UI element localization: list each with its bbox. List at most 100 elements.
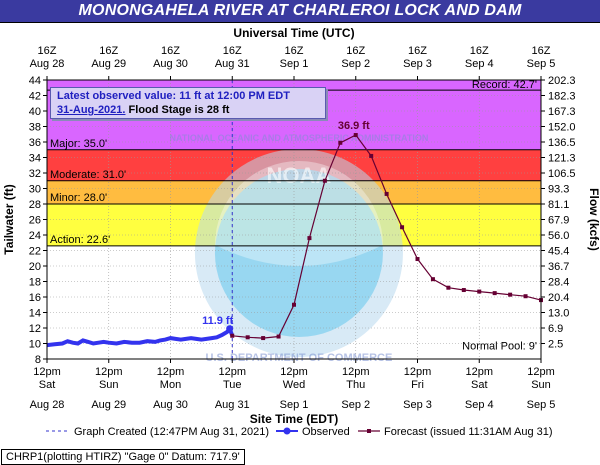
flow-tick-label-8: 67.9 — [548, 215, 569, 227]
latest-observed-text: Latest observed value: 11 ft at 12:00 PM… — [57, 90, 290, 102]
y-tick-label-10: 28 — [29, 199, 41, 211]
top-date-label-6: Sep 3 — [403, 58, 432, 70]
legend-created-label: Graph Created (12:47PM Aug 31, 2021) — [74, 426, 269, 438]
bottom-date-label-3: Aug 31 — [215, 399, 250, 411]
datum-footer: CHRP1(plotting HTIRZ) "Gage 0" Datum: 71… — [1, 449, 245, 465]
flow-tick-label-1: 6.9 — [548, 323, 563, 335]
forecast-point-7 — [338, 140, 343, 145]
bottom-day-label-2: Mon — [160, 379, 181, 391]
threshold-label-2: Moderate: 31.0' — [50, 169, 126, 181]
bottom-day-label-7: Sat — [471, 379, 488, 391]
bottom-date-label-1: Aug 29 — [91, 399, 126, 411]
top-date-label-7: Sep 4 — [465, 58, 494, 70]
forecast-point-18 — [508, 292, 513, 297]
y-axis-title: Tailwater (ft) — [2, 184, 16, 254]
chart-title: MONONGAHELA RIVER AT CHARLEROI LOCK AND … — [78, 2, 522, 19]
bottom-date-label-6: Sep 3 — [403, 399, 432, 411]
forecast-point-9 — [369, 153, 374, 158]
bottom-time-label-3: 12pm — [218, 366, 246, 378]
top-time-label-7: 16Z — [470, 45, 489, 57]
record-label: Record: 42.7' — [472, 79, 537, 91]
bottom-time-label-0: 12pm — [33, 366, 61, 378]
top-date-label-1: Aug 29 — [91, 58, 126, 70]
watermark-gull — [214, 160, 383, 266]
bottom-time-label-6: 12pm — [404, 366, 432, 378]
top-date-label-3: Aug 31 — [215, 58, 250, 70]
top-time-label-0: 16Z — [38, 45, 57, 57]
forecast-point-4 — [292, 302, 296, 307]
bottom-day-label-8: Sun — [531, 379, 551, 391]
flow-tick-label-6: 45.4 — [548, 246, 569, 258]
flow-tick-label-7: 56.0 — [548, 230, 569, 242]
forecast-point-14 — [446, 285, 451, 290]
watermark-text-top: NATIONAL OCEANIC AND ATMOSPHERIC ADMINIS… — [170, 133, 429, 143]
flow-tick-label-11: 106.5 — [548, 168, 576, 180]
y-tick-label-7: 22 — [29, 246, 41, 258]
top-axis-title: Universal Time (UTC) — [233, 26, 354, 40]
y-tick-label-11: 30 — [29, 184, 41, 196]
forecast-point-13 — [430, 277, 435, 282]
bottom-day-label-1: Sun — [99, 379, 119, 391]
bottom-date-label-4: Sep 1 — [280, 399, 309, 411]
forecast-point-10 — [384, 191, 389, 196]
title-bar: MONONGAHELA RIVER AT CHARLEROI LOCK AND … — [0, 0, 600, 23]
bottom-date-label-0: Aug 28 — [30, 399, 65, 411]
forecast-point-3 — [276, 334, 281, 339]
forecast-point-0 — [230, 333, 235, 338]
bottom-day-label-3: Tue — [223, 379, 242, 391]
forecast-point-16 — [477, 289, 482, 294]
bottom-time-label-1: 12pm — [95, 366, 123, 378]
watermark-disc — [214, 168, 383, 337]
flow-tick-label-17: 202.3 — [548, 75, 576, 87]
y-tick-label-2: 12 — [29, 323, 41, 335]
top-time-label-1: 16Z — [99, 45, 118, 57]
y-tick-label-4: 16 — [29, 292, 41, 304]
flow-tick-label-13: 136.5 — [548, 137, 576, 149]
threshold-label-1: Minor: 28.0' — [50, 192, 107, 204]
bottom-time-label-4: 12pm — [280, 366, 308, 378]
y-tick-label-16: 40 — [29, 106, 41, 118]
top-time-label-4: 16Z — [285, 45, 304, 57]
flow-tick-label-0: 2.5 — [548, 339, 563, 351]
forecast-point-8 — [353, 133, 358, 138]
y-tick-label-18: 44 — [29, 75, 41, 87]
flow-tick-label-5: 36.7 — [548, 261, 569, 273]
y-tick-label-6: 20 — [29, 261, 41, 273]
observed-max-point — [226, 325, 234, 333]
y-tick-label-12: 32 — [29, 168, 41, 180]
watermark-text-bottom: U.S. DEPARTMENT OF COMMERCE — [206, 352, 393, 364]
legend-forecast-label: Forecast (issued 11:31AM Aug 31) — [384, 426, 553, 438]
y-tick-label-5: 18 — [29, 277, 41, 289]
flood-stage-label: Flood Stage is 28 ft — [128, 104, 230, 116]
bottom-date-label-5: Sep 2 — [341, 399, 370, 411]
flow-tick-label-3: 20.4 — [548, 292, 569, 304]
bottom-date-label-2: Aug 30 — [153, 399, 188, 411]
top-date-label-5: Sep 2 — [341, 58, 370, 70]
forecast-point-11 — [400, 225, 405, 230]
observed-line — [46, 324, 235, 348]
flow-tick-label-16: 182.3 — [548, 91, 576, 103]
y-tick-label-0: 8 — [35, 354, 41, 366]
y2-axis-title: Flow (kcfs) — [587, 188, 600, 251]
latest-observed-date: 31-Aug-2021. — [57, 104, 126, 116]
threshold-label-0: Action: 22.6' — [50, 234, 110, 246]
top-date-label-2: Aug 30 — [153, 58, 188, 70]
forecast-point-17 — [492, 291, 497, 296]
x-axis-title: Site Time (EDT) — [250, 412, 338, 426]
top-time-label-5: 16Z — [346, 45, 365, 57]
bottom-day-label-0: Sat — [39, 379, 56, 391]
watermark-center: NOAA — [267, 163, 332, 188]
y-tick-label-14: 36 — [29, 137, 41, 149]
legend-forecast-marker — [367, 429, 371, 433]
y-tick-label-9: 26 — [29, 215, 41, 227]
normal-pool-label: Normal Pool: 9' — [462, 340, 537, 352]
legend-observed-label: Observed — [302, 426, 350, 438]
forecast-peak-label: 36.9 ft — [338, 120, 370, 132]
flow-tick-label-14: 152.0 — [548, 122, 576, 134]
forecast-point-12 — [415, 257, 420, 262]
forecast-point-6 — [322, 178, 327, 183]
flow-tick-label-15: 167.3 — [548, 106, 576, 118]
y-tick-label-13: 34 — [29, 153, 41, 165]
threshold-label-3: Major: 35.0' — [50, 138, 107, 150]
